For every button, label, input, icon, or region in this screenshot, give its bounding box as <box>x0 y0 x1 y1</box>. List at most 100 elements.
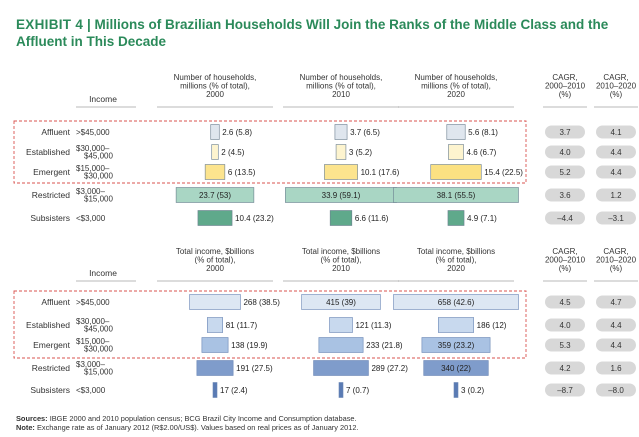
bar <box>189 294 241 310</box>
data-label: 186 (12) <box>477 321 507 330</box>
data-label: 4.9 (7.1) <box>467 214 497 223</box>
cagr-pill <box>545 165 585 179</box>
column-header: 2000 <box>206 264 224 273</box>
income-range: <$3,000 <box>76 386 106 395</box>
data-label: 33.9 (59.1) <box>322 191 361 200</box>
bar <box>197 210 233 226</box>
bar <box>211 144 219 160</box>
data-label: 3 (5.2) <box>349 148 372 157</box>
bar <box>438 317 474 333</box>
cagr-value: 5.3 <box>559 341 571 350</box>
data-label: 138 (19.9) <box>231 341 268 350</box>
bar <box>421 337 491 353</box>
column-header: millions (% of total), <box>306 82 376 91</box>
column-header: (% of total), <box>321 256 362 265</box>
data-label: 2 (4.5) <box>221 148 244 157</box>
column-header: Total income, $billions <box>176 247 254 256</box>
cagr-value: –8.0 <box>608 386 624 395</box>
income-range: $30,000– <box>76 144 110 153</box>
bar <box>338 382 344 398</box>
class-label: Affluent <box>41 127 70 137</box>
cagr-pill <box>596 125 636 139</box>
column-header: 2020 <box>447 264 465 273</box>
income-range: <$3,000 <box>76 214 106 223</box>
income-range: $45,000 <box>84 152 113 161</box>
data-label: 38.1 (55.5) <box>437 191 476 200</box>
income-range: >$45,000 <box>76 128 110 137</box>
data-label: 10.4 (23.2) <box>235 214 274 223</box>
bar <box>313 360 369 376</box>
middle-class-highlight-box <box>13 290 527 359</box>
sources-label: Sources: <box>16 414 48 423</box>
cagr-pill <box>596 383 636 397</box>
income-header: Income <box>89 268 117 278</box>
class-label: Established <box>26 320 70 330</box>
cagr-value: 4.4 <box>610 321 622 330</box>
bar <box>207 317 223 333</box>
cagr-pill <box>596 165 636 179</box>
cagr-pill <box>545 145 585 159</box>
bar <box>446 124 466 140</box>
data-label: 121 (11.3) <box>355 321 391 330</box>
bar <box>175 187 255 203</box>
column-header: Number of households, <box>174 73 257 82</box>
cagr-pill <box>596 145 636 159</box>
income-range: $45,000 <box>84 325 113 334</box>
income-range: $15,000 <box>84 195 113 204</box>
exhibit-label: EXHIBIT 4 <box>16 17 84 32</box>
cagr-value: 4.4 <box>610 341 622 350</box>
cagr-value: 1.2 <box>610 191 622 200</box>
column-header: 2020 <box>447 90 465 99</box>
income-range: >$45,000 <box>76 298 110 307</box>
bar <box>448 144 464 160</box>
cagr-header: CAGR, <box>603 73 628 82</box>
data-label: 3.7 (6.5) <box>350 128 380 137</box>
class-label: Restricted <box>32 190 71 200</box>
cagr-header: 2010–2020 <box>596 256 637 265</box>
bar <box>324 164 358 180</box>
data-label: 10.1 (17.6) <box>361 168 400 177</box>
cagr-pill <box>596 188 636 202</box>
cagr-value: 1.6 <box>610 364 622 373</box>
chart-title: EXHIBIT 4 | Millions of Brazilian Househ… <box>16 16 626 50</box>
column-header: 2010 <box>332 90 350 99</box>
data-label: 340 (22) <box>441 364 471 373</box>
cagr-header: 2010–2020 <box>596 82 637 91</box>
cagr-header: CAGR, <box>552 247 577 256</box>
bar <box>301 294 381 310</box>
data-label: 658 (42.6) <box>438 298 475 307</box>
bar <box>329 317 353 333</box>
bar <box>423 360 489 376</box>
column-header: (% of total), <box>436 256 477 265</box>
note-label: Note: <box>16 423 35 432</box>
cagr-pill <box>545 383 585 397</box>
cagr-header: CAGR, <box>603 247 628 256</box>
data-label: 3 (0.2) <box>461 386 484 395</box>
cagr-header: (%) <box>559 90 572 99</box>
cagr-pill <box>545 361 585 375</box>
cagr-header: (%) <box>559 264 572 273</box>
data-label: 359 (23.2) <box>438 341 475 350</box>
data-label: 15.4 (22.5) <box>484 168 523 177</box>
bar <box>334 124 348 140</box>
cagr-pill <box>596 338 636 352</box>
bar <box>430 164 482 180</box>
cagr-pill <box>596 211 636 225</box>
data-label: 191 (27.5) <box>236 364 273 373</box>
data-label: 268 (38.5) <box>243 298 280 307</box>
class-label: Affluent <box>41 297 70 307</box>
data-label: 415 (39) <box>326 298 356 307</box>
income-header: Income <box>89 94 117 104</box>
bar <box>447 210 465 226</box>
cagr-value: 4.2 <box>559 364 571 373</box>
cagr-pill <box>545 318 585 332</box>
cagr-pill <box>545 188 585 202</box>
cagr-pill <box>596 295 636 309</box>
bar <box>201 337 229 353</box>
column-header: 2000 <box>206 90 224 99</box>
income-range: $30,000 <box>84 172 113 181</box>
data-label: 233 (21.8) <box>366 341 403 350</box>
bar <box>318 337 364 353</box>
title-text: Millions of Brazilian Households Will Jo… <box>16 17 609 49</box>
sources-text: IBGE 2000 and 2010 population census; BC… <box>49 414 357 423</box>
